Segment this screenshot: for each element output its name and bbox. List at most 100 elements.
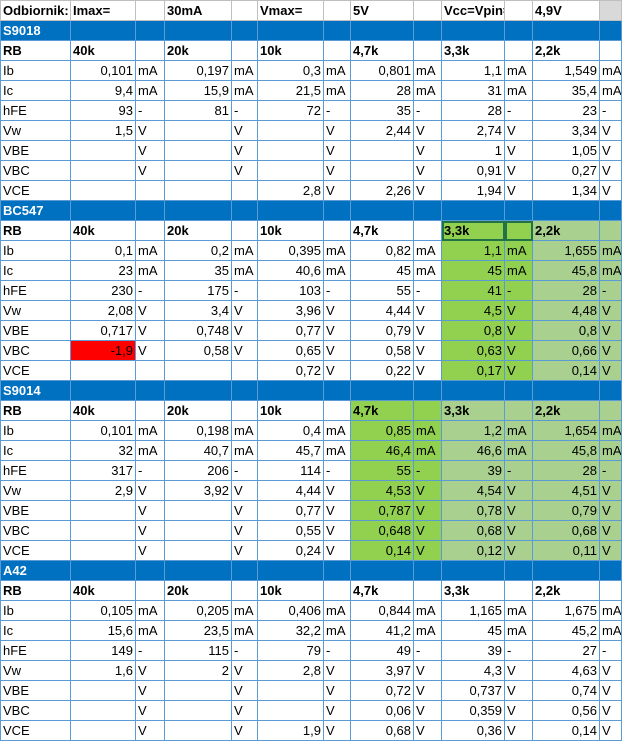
unit-cell[interactable]: mA (323, 80, 351, 101)
value-cell[interactable]: 31 (441, 80, 505, 101)
value-cell[interactable]: 35 (350, 100, 414, 121)
section-header-cell[interactable] (413, 20, 442, 41)
resistor-value[interactable]: 2,2k (532, 400, 600, 421)
unit-cell[interactable]: mA (231, 440, 258, 461)
header-cell[interactable] (323, 0, 351, 21)
unit-cell[interactable]: mA (599, 60, 622, 81)
section-header-cell[interactable] (231, 380, 258, 401)
unit-cell[interactable]: V (504, 320, 533, 341)
value-cell[interactable]: 1,05 (532, 140, 600, 161)
value-cell[interactable]: 28 (532, 460, 600, 481)
value-cell[interactable]: 35,4 (532, 80, 600, 101)
value-cell[interactable]: 39 (441, 460, 505, 481)
value-cell[interactable] (70, 720, 136, 741)
value-cell[interactable]: 0,27 (532, 160, 600, 181)
value-cell[interactable]: 0,72 (257, 360, 324, 381)
unit-cell[interactable]: - (135, 280, 165, 301)
resistor-value[interactable]: 2,2k (532, 580, 600, 601)
unit-cell[interactable]: V (504, 120, 533, 141)
unit-cell[interactable]: V (599, 340, 622, 361)
resistor-unit-cell[interactable] (413, 400, 442, 421)
value-cell[interactable]: 4,44 (350, 300, 414, 321)
unit-cell[interactable]: V (231, 540, 258, 561)
section-header-cell[interactable] (231, 200, 258, 221)
unit-cell[interactable]: V (599, 480, 622, 501)
resistor-value[interactable]: 4,7k (350, 580, 414, 601)
value-cell[interactable]: 0,63 (441, 340, 505, 361)
unit-cell[interactable]: mA (135, 80, 165, 101)
row-label[interactable]: hFE (0, 100, 71, 121)
unit-cell[interactable]: V (504, 340, 533, 361)
unit-cell[interactable]: - (504, 100, 533, 121)
row-label[interactable]: VBE (0, 500, 71, 521)
value-cell[interactable]: 0,844 (350, 600, 414, 621)
section-title[interactable]: BC547 (0, 200, 71, 221)
unit-cell[interactable]: mA (231, 620, 258, 641)
unit-cell[interactable]: - (504, 640, 533, 661)
unit-cell[interactable]: - (599, 280, 622, 301)
section-header-cell[interactable] (350, 380, 414, 401)
unit-cell[interactable]: mA (599, 260, 622, 281)
value-cell[interactable]: 32,2 (257, 620, 324, 641)
value-cell[interactable]: 1,655 (532, 240, 600, 261)
resistor-value[interactable]: 10k (257, 220, 324, 241)
unit-cell[interactable]: mA (231, 80, 258, 101)
value-cell[interactable] (70, 360, 136, 381)
value-cell[interactable]: 149 (70, 640, 136, 661)
unit-cell[interactable]: V (323, 480, 351, 501)
unit-cell[interactable]: V (135, 140, 165, 161)
value-cell[interactable]: 28 (532, 280, 600, 301)
value-cell[interactable]: 93 (70, 100, 136, 121)
resistor-unit-cell[interactable] (323, 400, 351, 421)
value-cell[interactable]: 55 (350, 280, 414, 301)
unit-cell[interactable]: - (323, 640, 351, 661)
value-cell[interactable]: 27 (532, 640, 600, 661)
unit-cell[interactable]: V (413, 120, 442, 141)
section-header-cell[interactable] (135, 20, 165, 41)
value-cell[interactable]: 2,9 (70, 480, 136, 501)
rb-label[interactable]: RB (0, 580, 71, 601)
row-label[interactable]: VCE (0, 540, 71, 561)
value-cell[interactable]: 3,4 (164, 300, 232, 321)
unit-cell[interactable]: V (231, 700, 258, 721)
value-cell[interactable]: 49 (350, 640, 414, 661)
unit-cell[interactable]: mA (599, 420, 622, 441)
value-cell[interactable]: 0,65 (257, 340, 324, 361)
value-cell[interactable]: 230 (70, 280, 136, 301)
unit-cell[interactable]: V (413, 360, 442, 381)
value-cell[interactable]: 23 (532, 100, 600, 121)
value-cell[interactable]: 40,6 (257, 260, 324, 281)
value-cell[interactable] (164, 720, 232, 741)
resistor-value[interactable]: 3,3k (441, 400, 505, 421)
value-cell[interactable]: 0,79 (532, 500, 600, 521)
value-cell[interactable]: 1,549 (532, 60, 600, 81)
row-label[interactable]: Ic (0, 80, 71, 101)
unit-cell[interactable]: V (413, 540, 442, 561)
section-header-cell[interactable] (257, 380, 324, 401)
section-header-cell[interactable] (441, 380, 505, 401)
section-header-cell[interactable] (257, 560, 324, 581)
value-cell[interactable]: -1,9 (70, 340, 136, 361)
unit-cell[interactable]: V (323, 700, 351, 721)
value-cell[interactable]: 2,08 (70, 300, 136, 321)
section-header-cell[interactable] (532, 20, 600, 41)
row-label[interactable]: Vw (0, 300, 71, 321)
resistor-value[interactable]: 3,3k (441, 220, 505, 241)
vcc-label[interactable]: Vcc=Vpin= (441, 0, 505, 21)
resistor-unit-cell[interactable] (413, 580, 442, 601)
value-cell[interactable] (164, 700, 232, 721)
section-header-cell[interactable] (164, 380, 232, 401)
unit-cell[interactable]: - (599, 100, 622, 121)
unit-cell[interactable]: V (599, 300, 622, 321)
value-cell[interactable] (350, 140, 414, 161)
value-cell[interactable]: 0,748 (164, 320, 232, 341)
unit-cell[interactable]: mA (323, 60, 351, 81)
section-header-cell[interactable] (532, 200, 600, 221)
value-cell[interactable]: 45 (441, 260, 505, 281)
section-header-cell[interactable] (599, 380, 622, 401)
resistor-value[interactable]: 10k (257, 400, 324, 421)
unit-cell[interactable]: mA (599, 80, 622, 101)
value-cell[interactable]: 1,675 (532, 600, 600, 621)
value-cell[interactable]: 28 (441, 100, 505, 121)
value-cell[interactable]: 21,5 (257, 80, 324, 101)
